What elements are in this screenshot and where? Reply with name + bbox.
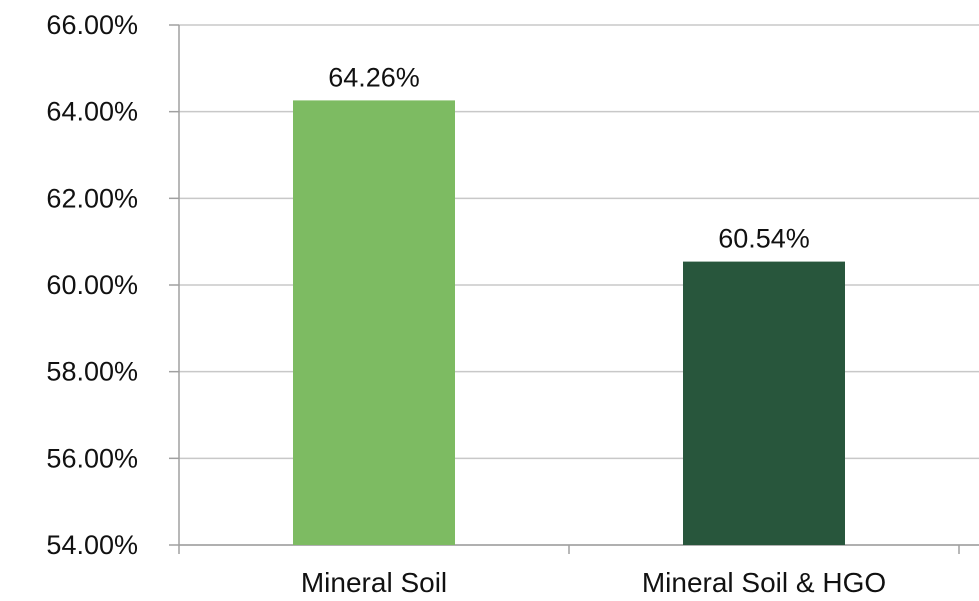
x-category-label: Mineral Soil bbox=[301, 567, 447, 598]
bar bbox=[683, 261, 845, 545]
axes bbox=[169, 24, 979, 554]
y-tick-label: 58.00% bbox=[46, 357, 138, 387]
y-tick-label: 54.00% bbox=[46, 530, 138, 560]
y-tick-label: 56.00% bbox=[46, 443, 138, 473]
y-tick-label: 60.00% bbox=[46, 270, 138, 300]
y-tick-label: 66.00% bbox=[46, 10, 138, 40]
y-tick-label: 62.00% bbox=[46, 183, 138, 213]
data-label: 64.26% bbox=[328, 62, 420, 92]
bar bbox=[293, 100, 455, 546]
y-tick-label: 64.00% bbox=[46, 97, 138, 127]
data-label: 60.54% bbox=[718, 224, 810, 254]
bars bbox=[293, 100, 845, 546]
labels: 54.00% 56.00% 58.00% 60.00% 62.00% 64.00% 66.0… bbox=[46, 10, 886, 598]
x-category-label: Mineral Soil & HGO bbox=[642, 567, 886, 598]
